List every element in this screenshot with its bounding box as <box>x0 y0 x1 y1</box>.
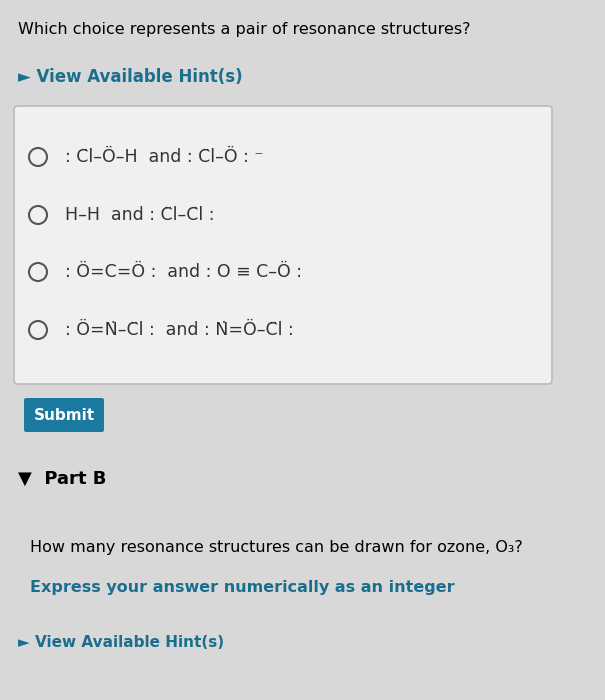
FancyBboxPatch shape <box>14 106 552 384</box>
Text: ► View Available Hint(s): ► View Available Hint(s) <box>18 635 224 650</box>
Text: Submit: Submit <box>33 407 94 423</box>
Text: : Ö=C=Ö :  and : O ≡ C–Ö :: : Ö=C=Ö : and : O ≡ C–Ö : <box>65 263 302 281</box>
Text: : Ö=Ṅ–C̈l :  and : Ṅ=Ö–C̈l :: : Ö=Ṅ–C̈l : and : Ṅ=Ö–C̈l : <box>65 321 294 339</box>
Text: Which choice represents a pair of resonance structures?: Which choice represents a pair of resona… <box>18 22 471 37</box>
FancyBboxPatch shape <box>24 398 104 432</box>
Text: Express your answer numerically as an integer: Express your answer numerically as an in… <box>30 580 454 595</box>
Text: ► View Available Hint(s): ► View Available Hint(s) <box>18 68 243 86</box>
Text: H–H  and : C̈l–C̈l :: H–H and : C̈l–C̈l : <box>65 206 215 224</box>
Text: ▼  Part B: ▼ Part B <box>18 470 106 488</box>
Text: How many resonance structures can be drawn for ozone, O₃?: How many resonance structures can be dra… <box>30 540 523 555</box>
Text: : C̈l–Ö–H  and : C̈l–Ö : ⁻: : C̈l–Ö–H and : C̈l–Ö : ⁻ <box>65 148 264 166</box>
